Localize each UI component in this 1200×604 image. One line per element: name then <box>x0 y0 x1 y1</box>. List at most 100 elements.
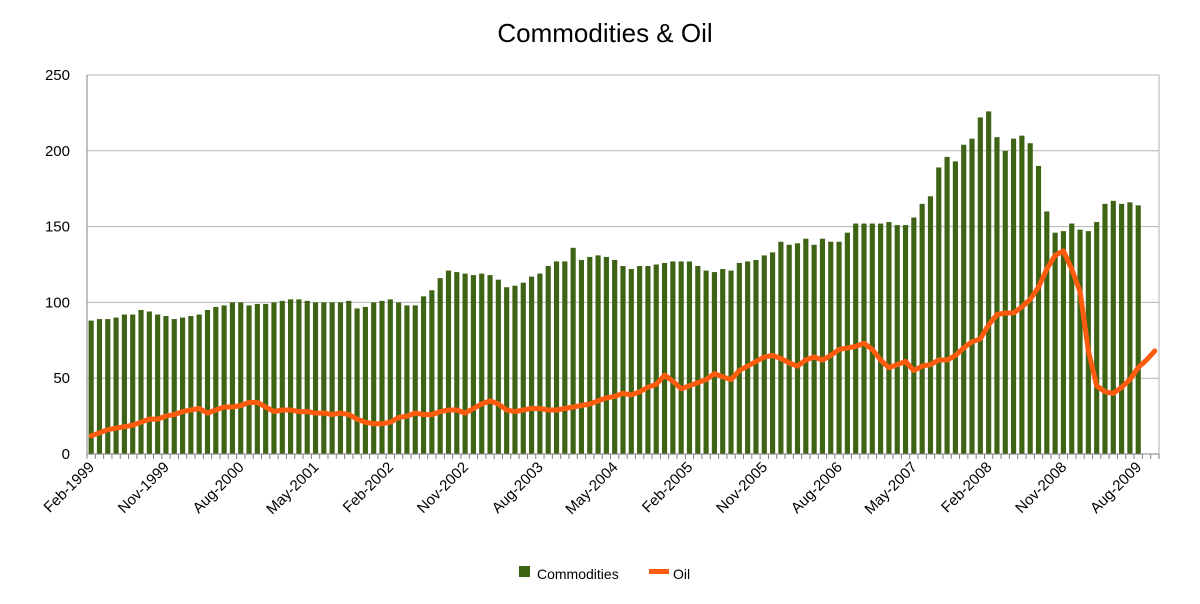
commodities-bar <box>952 161 958 455</box>
commodities-bar <box>902 225 909 454</box>
x-tick-label: Feb-1999 <box>41 459 98 516</box>
commodities-bar <box>661 262 668 454</box>
commodities-bar <box>1119 203 1125 454</box>
commodities-bar <box>853 223 859 454</box>
commodities-bar <box>163 316 169 454</box>
commodities-bar <box>936 167 942 454</box>
commodities-bar <box>221 305 227 454</box>
commodities-bar <box>753 259 759 454</box>
x-tick-label: Nov-2002 <box>414 459 472 517</box>
x-tick-label: Nov-2008 <box>1012 459 1070 517</box>
commodities-bar <box>603 256 609 454</box>
commodities-bar <box>653 264 659 454</box>
legend-oil-swatch <box>649 569 669 574</box>
commodities-bar <box>470 275 476 454</box>
commodities-bar <box>263 303 269 454</box>
commodities-bar <box>487 275 493 454</box>
commodities-bar <box>362 306 368 454</box>
x-tick-label: May-2004 <box>562 459 621 518</box>
commodities-bar <box>695 266 701 454</box>
commodities-bar <box>794 243 801 454</box>
commodities-bar <box>969 138 975 454</box>
commodities-bar <box>337 302 344 454</box>
commodities-bar <box>1035 165 1042 454</box>
legend-commodities-swatch <box>519 566 530 577</box>
commodities-bar <box>279 300 285 454</box>
commodities-bar <box>678 261 684 454</box>
commodities-bar <box>728 270 734 454</box>
commodities-bar <box>1102 203 1108 454</box>
y-tick-label: 250 <box>45 67 70 84</box>
commodities-bar <box>986 111 992 454</box>
commodities-bar <box>105 319 111 454</box>
x-tick-label: Feb-2005 <box>639 459 696 516</box>
commodities-bar <box>645 266 651 454</box>
commodities-bar <box>454 272 460 454</box>
commodities-bar <box>994 137 1000 454</box>
commodities-bar <box>495 279 501 454</box>
commodities-bar <box>420 296 427 454</box>
commodities-bar <box>537 273 543 454</box>
commodities-bar <box>445 270 452 454</box>
commodities-bar <box>778 241 784 454</box>
commodities-bar <box>1077 229 1083 454</box>
commodities-bar <box>404 305 410 454</box>
commodities-bar <box>213 306 219 454</box>
commodities-bar <box>271 302 277 454</box>
commodities-bar <box>121 314 127 454</box>
commodities-bar <box>1019 135 1025 454</box>
commodities-bar <box>346 300 352 454</box>
commodities-bar <box>844 232 850 454</box>
commodities-bar <box>869 223 875 454</box>
commodities-bar <box>204 309 211 454</box>
commodities-bar <box>1069 223 1075 454</box>
commodities-bar <box>720 269 726 454</box>
commodities-bar <box>977 117 983 454</box>
commodities-bar <box>354 308 360 454</box>
x-tick-label: Aug-2000 <box>190 459 248 517</box>
x-tick-label: May-2007 <box>861 459 920 518</box>
commodities-bar <box>1010 138 1017 454</box>
commodities-bar <box>412 305 418 454</box>
commodities-bar <box>1002 150 1008 455</box>
commodities-bar <box>944 156 950 454</box>
commodities-bar <box>196 314 202 454</box>
commodities-bar <box>570 247 576 454</box>
y-tick-label: 0 <box>62 446 70 463</box>
commodities-bar <box>1094 222 1100 454</box>
oil-series-line <box>88 248 1158 439</box>
commodities-bar <box>246 305 252 454</box>
commodities-bar <box>819 238 826 454</box>
commodities-bar <box>927 196 934 454</box>
commodities-bar <box>288 299 294 454</box>
commodities-bar <box>238 302 244 454</box>
x-tick-label: Aug-2009 <box>1087 459 1145 517</box>
commodities-bar <box>329 302 335 454</box>
commodities-bar <box>479 273 485 454</box>
x-tick-label: Feb-2002 <box>340 459 397 516</box>
commodities-bar <box>578 259 585 454</box>
legend: Commodities Oil <box>519 566 690 582</box>
commodities-bar <box>545 266 551 454</box>
commodities-bar <box>88 320 94 454</box>
legend-oil-label: Oil <box>673 566 690 582</box>
commodities-bar <box>113 317 119 454</box>
commodities-bar <box>254 303 260 454</box>
commodities-bar <box>861 223 867 454</box>
commodities-bar <box>379 300 385 454</box>
commodities-bar <box>155 314 161 454</box>
commodities-bar <box>736 262 742 454</box>
commodities-bar <box>686 261 693 454</box>
commodities-bar <box>562 261 568 454</box>
commodities-bar <box>711 272 717 454</box>
commodities-bar <box>512 285 518 454</box>
x-tick-label: Feb-2008 <box>938 459 995 516</box>
commodities-bars <box>88 111 1141 455</box>
commodities-bar <box>296 299 302 454</box>
commodities-bar <box>529 276 535 454</box>
commodities-bar <box>1044 211 1050 454</box>
commodities-bar <box>179 317 186 454</box>
commodities-bar <box>1060 231 1067 454</box>
x-tick-label: Aug-2006 <box>788 459 846 517</box>
